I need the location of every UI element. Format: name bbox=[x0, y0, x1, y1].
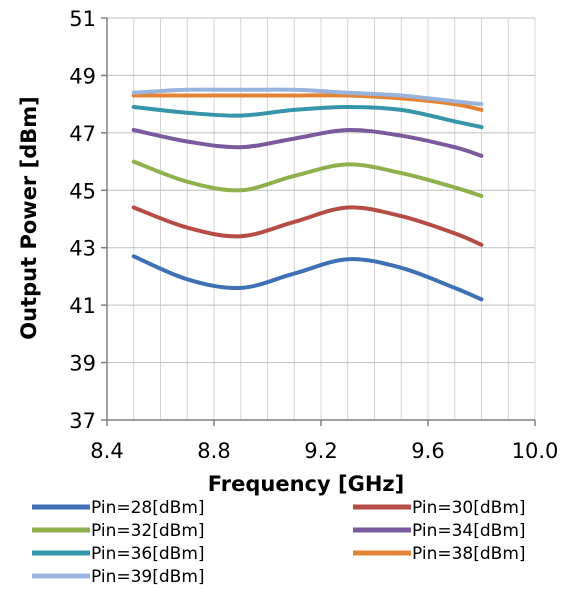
legend-label: Pin=28[dBm] bbox=[91, 498, 205, 518]
y-tick-label: 49 bbox=[69, 64, 96, 88]
series-line-2 bbox=[131, 205, 484, 247]
series-lines bbox=[131, 87, 484, 302]
series-line-6 bbox=[131, 93, 484, 112]
series-line-5 bbox=[131, 105, 484, 130]
x-tick-label: 9.6 bbox=[411, 439, 444, 463]
axes bbox=[101, 17, 536, 426]
y-tick-label: 47 bbox=[69, 122, 96, 146]
y-tick-label: 41 bbox=[69, 294, 96, 318]
legend-label: Pin=30[dBm] bbox=[412, 498, 526, 518]
grid bbox=[106, 17, 536, 421]
x-axis-title: Frequency [GHz] bbox=[208, 472, 404, 496]
x-tick-label: 8.4 bbox=[90, 439, 123, 463]
y-axis-title: Output Power [dBm] bbox=[17, 96, 41, 339]
series-line-3 bbox=[131, 159, 484, 198]
legend: Pin=28[dBm] Pin=30[dBm] Pin=32[dBm] Pin=34[… bbox=[32, 498, 526, 587]
series-line-7 bbox=[131, 87, 484, 107]
x-tick-label: 9.2 bbox=[304, 439, 337, 463]
tick-labels: 37 39 41 43 45 47 49 51 8.4 8.8 9.2 9.6 10.0 bbox=[69, 7, 558, 463]
legend-label: Pin=36[dBm] bbox=[91, 544, 205, 564]
y-tick-label: 51 bbox=[69, 7, 96, 31]
legend-label: Pin=32[dBm] bbox=[91, 521, 205, 541]
y-tick-label: 37 bbox=[69, 409, 96, 433]
x-tick-label: 8.8 bbox=[197, 439, 230, 463]
y-tick-label: 39 bbox=[69, 352, 96, 376]
x-tick-label: 10.0 bbox=[512, 439, 559, 463]
series-line-4 bbox=[131, 127, 484, 158]
y-tick-label: 45 bbox=[69, 179, 96, 203]
legend-label: Pin=39[dBm] bbox=[91, 567, 205, 587]
y-tick-label: 43 bbox=[69, 237, 96, 261]
legend-label: Pin=38[dBm] bbox=[412, 544, 526, 564]
series-line-1 bbox=[131, 254, 484, 302]
legend-label: Pin=34[dBm] bbox=[412, 521, 526, 541]
